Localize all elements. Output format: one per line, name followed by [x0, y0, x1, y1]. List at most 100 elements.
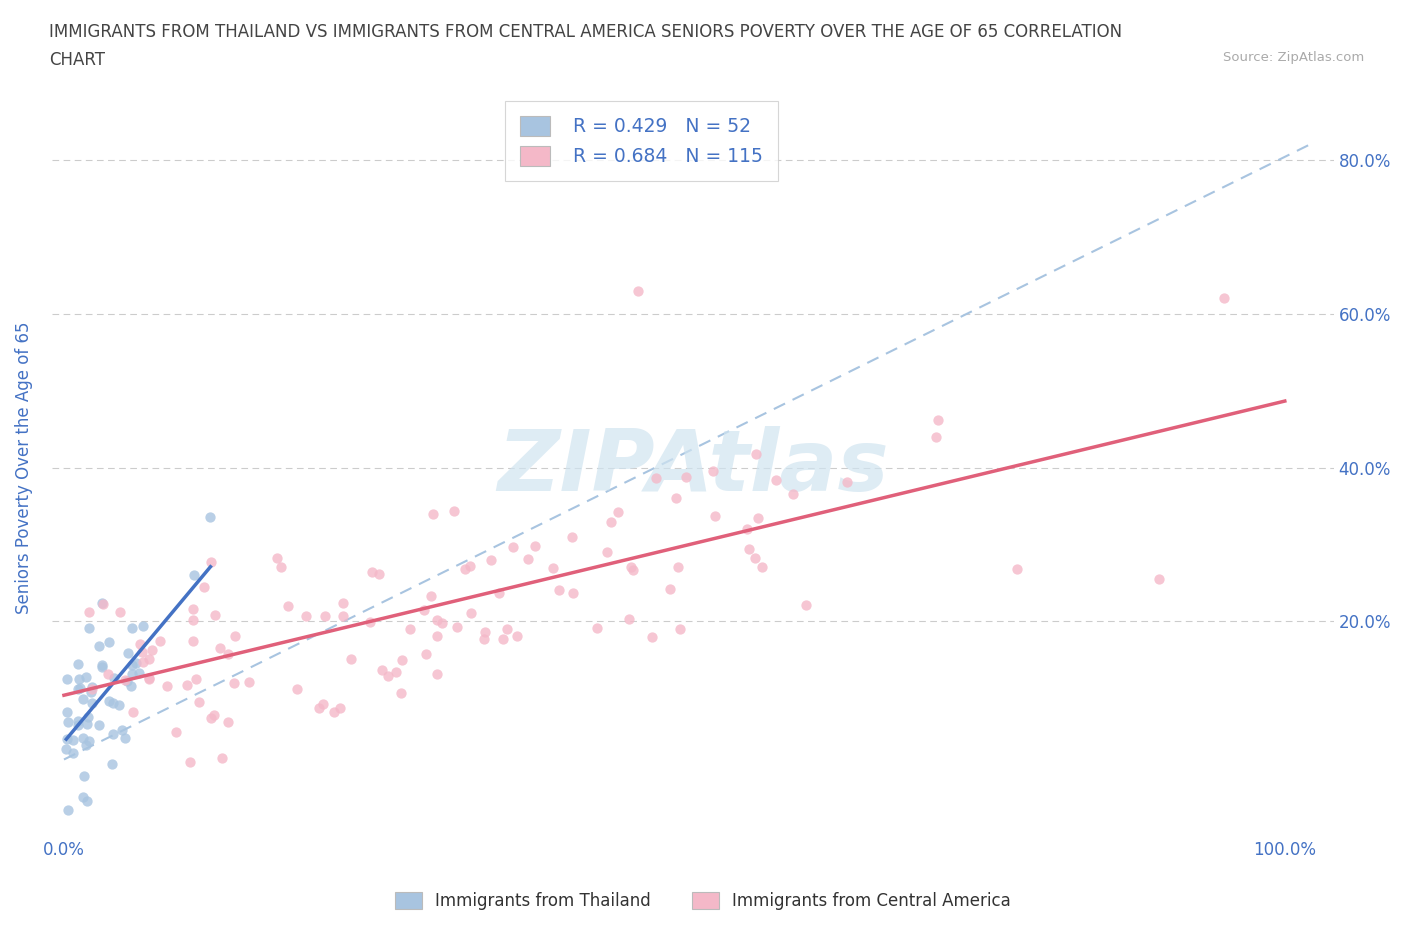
Point	[181, 634, 204, 649]
Point	[58, 803, 80, 817]
Point	[586, 620, 609, 635]
Point	[76, 710, 98, 724]
Point	[91, 659, 114, 674]
Point	[359, 615, 381, 630]
Point	[266, 551, 288, 566]
Point	[76, 716, 98, 731]
Point	[238, 674, 260, 689]
Point	[156, 679, 179, 694]
Point	[491, 631, 513, 646]
Point	[332, 595, 354, 610]
Point	[927, 413, 949, 428]
Point	[87, 717, 110, 732]
Point	[371, 663, 394, 678]
Point	[340, 652, 363, 667]
Point	[97, 634, 120, 649]
Point	[55, 741, 77, 756]
Point	[56, 704, 79, 719]
Point	[75, 670, 97, 684]
Point	[224, 629, 246, 644]
Point	[56, 732, 79, 747]
Point	[432, 616, 454, 631]
Point	[80, 685, 103, 700]
Point	[114, 673, 136, 688]
Point	[329, 700, 352, 715]
Point	[117, 645, 139, 660]
Point	[108, 604, 131, 619]
Point	[367, 567, 389, 582]
Point	[114, 730, 136, 745]
Point	[72, 692, 94, 707]
Point	[502, 539, 524, 554]
Point	[644, 471, 666, 485]
Point	[666, 560, 689, 575]
Point	[479, 552, 502, 567]
Point	[422, 506, 444, 521]
Point	[108, 698, 131, 712]
Text: IMMIGRANTS FROM THAILAND VS IMMIGRANTS FROM CENTRAL AMERICA SENIORS POVERTY OVER: IMMIGRANTS FROM THAILAND VS IMMIGRANTS F…	[49, 23, 1122, 41]
Legend:   R = 0.429   N = 52,   R = 0.684   N = 115: R = 0.429 N = 52, R = 0.684 N = 115	[505, 100, 778, 181]
Point	[794, 597, 817, 612]
Point	[76, 793, 98, 808]
Point	[56, 671, 79, 686]
Point	[72, 769, 94, 784]
Point	[75, 738, 97, 753]
Point	[413, 602, 436, 617]
Point	[562, 585, 585, 600]
Point	[97, 667, 120, 682]
Point	[149, 633, 172, 648]
Point	[138, 671, 160, 685]
Point	[200, 554, 222, 569]
Point	[420, 589, 443, 604]
Point	[101, 696, 124, 711]
Point	[62, 733, 84, 748]
Point	[332, 609, 354, 624]
Point	[90, 596, 112, 611]
Point	[181, 602, 204, 617]
Point	[217, 714, 239, 729]
Point	[187, 695, 209, 710]
Point	[361, 565, 384, 579]
Point	[294, 609, 316, 624]
Point	[121, 666, 143, 681]
Point	[314, 608, 336, 623]
Point	[80, 696, 103, 711]
Point	[176, 677, 198, 692]
Point	[308, 700, 330, 715]
Point	[111, 723, 134, 737]
Point	[738, 542, 761, 557]
Point	[472, 631, 495, 646]
Point	[179, 754, 201, 769]
Point	[285, 682, 308, 697]
Point	[80, 679, 103, 694]
Point	[211, 751, 233, 765]
Point	[702, 463, 724, 478]
Point	[669, 622, 692, 637]
Point	[675, 469, 697, 484]
Point	[132, 619, 155, 634]
Point	[751, 560, 773, 575]
Point	[506, 629, 529, 644]
Point	[138, 651, 160, 666]
Point	[524, 538, 547, 553]
Point	[62, 746, 84, 761]
Point	[561, 529, 583, 544]
Point	[377, 669, 399, 684]
Point	[641, 630, 664, 644]
Point	[222, 675, 245, 690]
Point	[77, 733, 100, 748]
Point	[835, 474, 858, 489]
Point	[202, 708, 225, 723]
Point	[181, 612, 204, 627]
Point	[77, 620, 100, 635]
Point	[1147, 571, 1170, 586]
Point	[80, 682, 103, 697]
Point	[128, 665, 150, 680]
Point	[193, 580, 215, 595]
Point	[101, 726, 124, 741]
Point	[627, 284, 650, 299]
Point	[103, 671, 125, 685]
Point	[704, 508, 727, 523]
Point	[87, 638, 110, 653]
Point	[131, 654, 153, 669]
